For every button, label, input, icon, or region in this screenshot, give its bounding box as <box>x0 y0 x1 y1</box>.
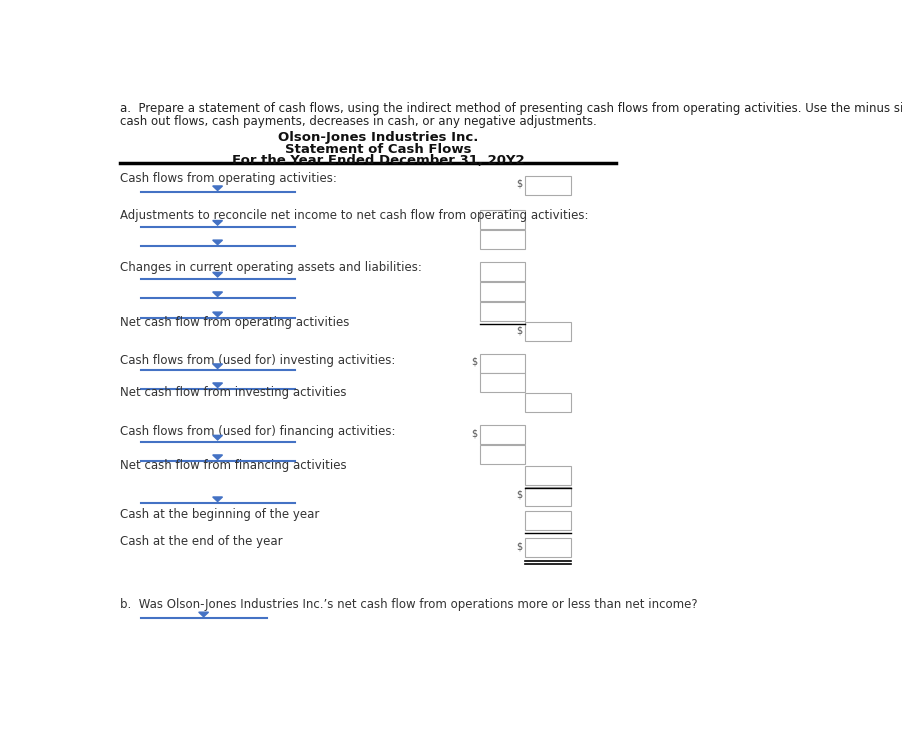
FancyBboxPatch shape <box>480 210 525 229</box>
Text: Cash flows from operating activities:: Cash flows from operating activities: <box>120 171 336 185</box>
Text: Cash flows from (used for) investing activities:: Cash flows from (used for) investing act… <box>120 354 395 367</box>
FancyBboxPatch shape <box>525 322 571 341</box>
Text: Statement of Cash Flows: Statement of Cash Flows <box>285 143 472 156</box>
Text: $: $ <box>516 541 522 551</box>
Text: Cash at the end of the year: Cash at the end of the year <box>120 535 282 548</box>
Text: Changes in current operating assets and liabilities:: Changes in current operating assets and … <box>120 261 421 274</box>
FancyBboxPatch shape <box>525 538 571 557</box>
Text: $: $ <box>516 490 522 500</box>
Text: a.  Prepare a statement of cash flows, using the indirect method of presenting c: a. Prepare a statement of cash flows, us… <box>120 102 902 115</box>
Text: cash out flows, cash payments, decreases in cash, or any negative adjustments.: cash out flows, cash payments, decreases… <box>120 114 596 127</box>
Polygon shape <box>198 612 208 617</box>
Text: $: $ <box>516 325 522 336</box>
FancyBboxPatch shape <box>480 230 525 249</box>
FancyBboxPatch shape <box>525 393 571 411</box>
FancyBboxPatch shape <box>525 511 571 530</box>
FancyBboxPatch shape <box>480 373 525 391</box>
Polygon shape <box>213 455 223 459</box>
Polygon shape <box>213 221 223 225</box>
Polygon shape <box>213 272 223 277</box>
FancyBboxPatch shape <box>525 176 571 194</box>
Text: $: $ <box>471 428 477 438</box>
FancyBboxPatch shape <box>480 301 525 321</box>
Text: Net cash flow from investing activities: Net cash flow from investing activities <box>120 386 346 399</box>
Text: Adjustments to reconcile net income to net cash flow from operating activities:: Adjustments to reconcile net income to n… <box>120 209 588 222</box>
Polygon shape <box>213 292 223 296</box>
Text: Olson-Jones Industries Inc.: Olson-Jones Industries Inc. <box>278 131 479 144</box>
FancyBboxPatch shape <box>480 281 525 301</box>
Polygon shape <box>213 186 223 191</box>
Polygon shape <box>213 497 223 502</box>
Text: Net cash flow from operating activities: Net cash flow from operating activities <box>120 316 349 329</box>
Text: For the Year Ended December 31, 20Y2: For the Year Ended December 31, 20Y2 <box>232 154 525 168</box>
Text: $: $ <box>516 179 522 188</box>
FancyBboxPatch shape <box>480 354 525 373</box>
Polygon shape <box>213 383 223 387</box>
Polygon shape <box>213 435 223 440</box>
Polygon shape <box>213 364 223 369</box>
Text: Net cash flow from financing activities: Net cash flow from financing activities <box>120 459 346 472</box>
Text: Cash flows from (used for) financing activities:: Cash flows from (used for) financing act… <box>120 425 395 438</box>
FancyBboxPatch shape <box>525 466 571 485</box>
Text: b.  Was Olson-Jones Industries Inc.’s net cash flow from operations more or less: b. Was Olson-Jones Industries Inc.’s net… <box>120 598 697 611</box>
Polygon shape <box>213 240 223 245</box>
FancyBboxPatch shape <box>480 444 525 464</box>
Text: Cash at the beginning of the year: Cash at the beginning of the year <box>120 508 319 521</box>
FancyBboxPatch shape <box>480 425 525 444</box>
FancyBboxPatch shape <box>480 262 525 281</box>
FancyBboxPatch shape <box>525 487 571 506</box>
Text: $: $ <box>471 357 477 367</box>
Polygon shape <box>213 312 223 316</box>
